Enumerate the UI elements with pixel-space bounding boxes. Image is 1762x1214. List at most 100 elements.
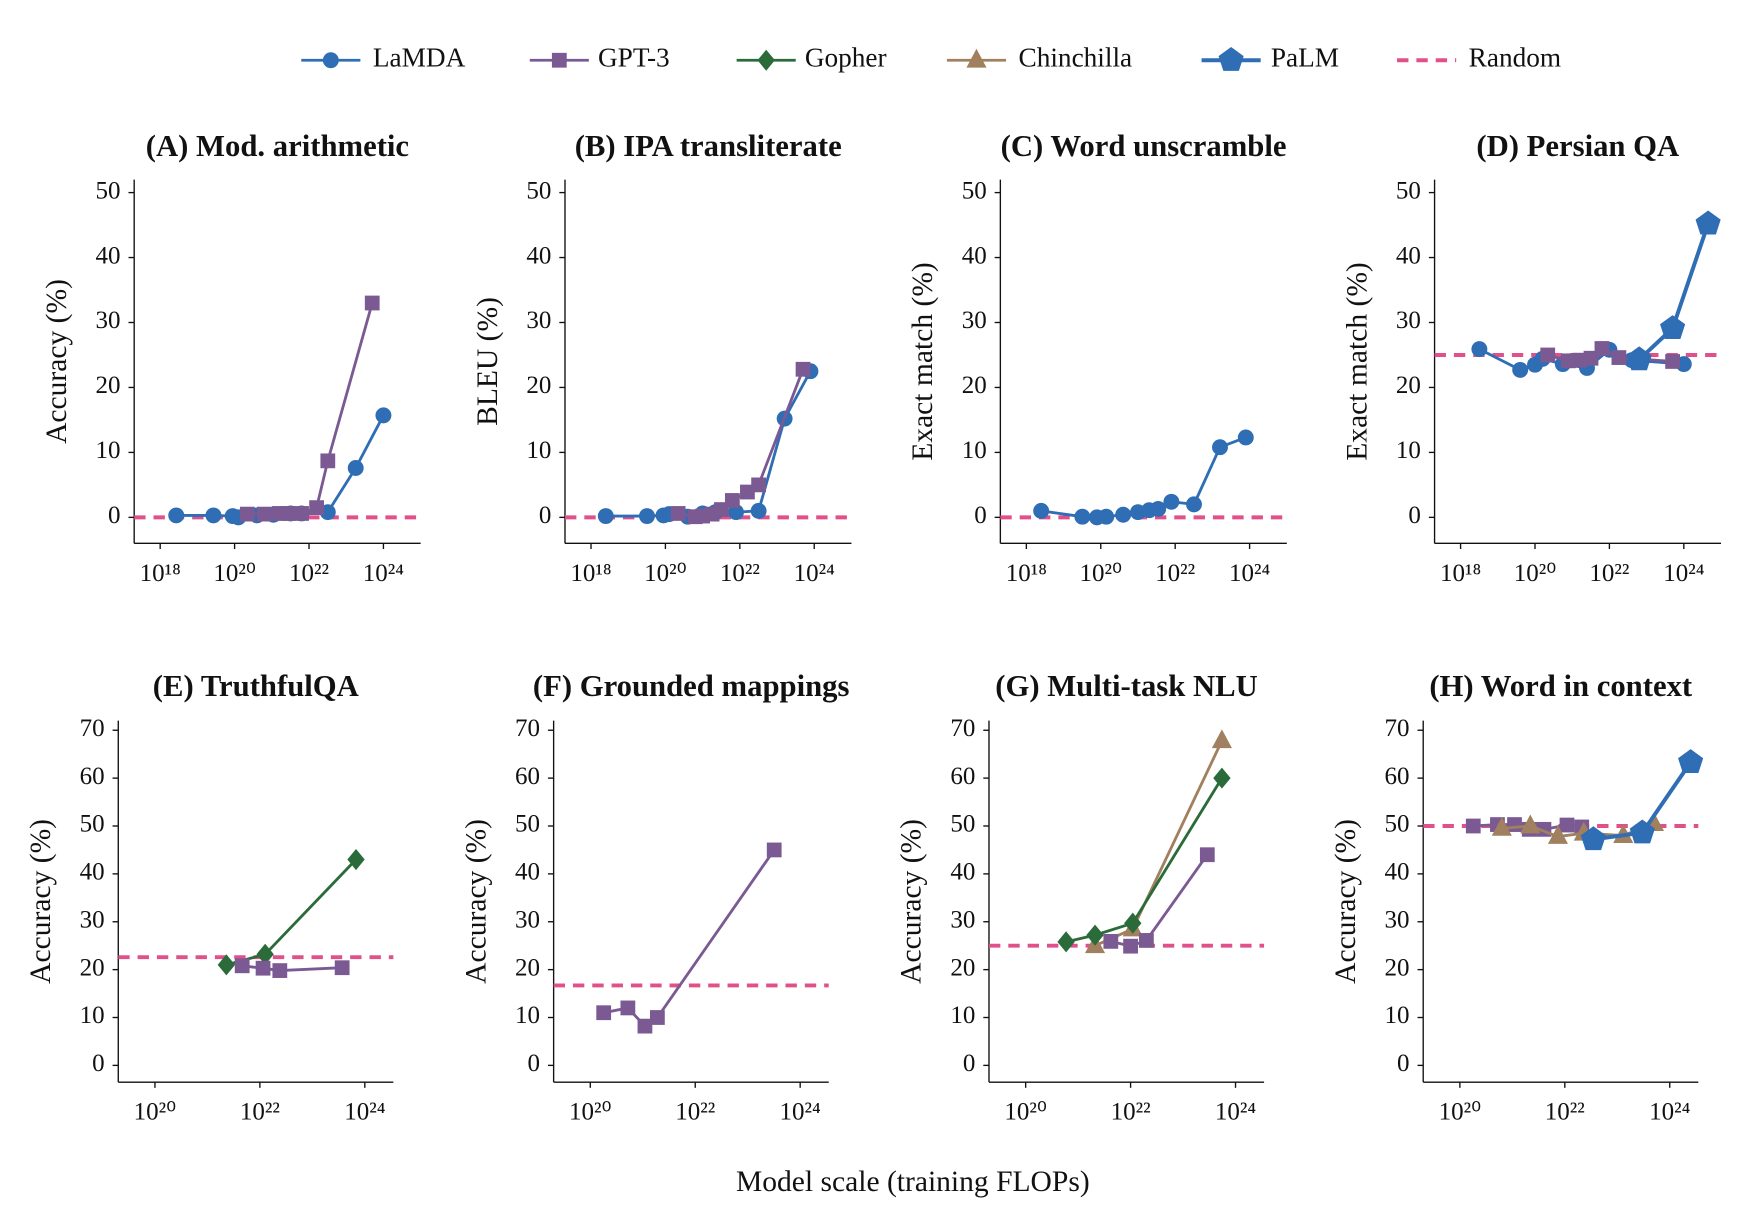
- x-tick-label: 10²⁰: [569, 1099, 612, 1126]
- x-tick-label: 10²²: [720, 560, 760, 587]
- chart-title: (H) Word in context: [1429, 669, 1693, 703]
- data-point: [1660, 315, 1686, 340]
- y-tick-label: 60: [80, 763, 105, 790]
- x-tick-label: 10²⁰: [1439, 1099, 1482, 1126]
- y-tick-label: 10: [96, 437, 121, 464]
- y-tick-label: 10: [1396, 437, 1421, 464]
- y-tick-label: 40: [80, 859, 105, 886]
- series-line: [1637, 223, 1711, 361]
- x-tick-label: 10²⁴: [1663, 560, 1704, 587]
- y-tick-label: 10: [515, 1002, 540, 1029]
- y-tick-label: 20: [1385, 954, 1410, 981]
- data-point: [637, 1018, 653, 1034]
- y-tick-label: 30: [96, 307, 121, 334]
- y-tick-label: 50: [950, 811, 975, 838]
- series-line: [242, 964, 343, 973]
- y-axis-label: Accuracy (%): [1330, 819, 1362, 984]
- y-tick-label: 50: [1396, 177, 1421, 204]
- legend-marker: [757, 49, 775, 71]
- data-point: [1559, 817, 1575, 833]
- y-tick-label: 20: [962, 372, 987, 399]
- data-point: [1507, 817, 1522, 832]
- y-tick-label: 10: [950, 1002, 975, 1029]
- y-tick-label: 10: [80, 1002, 105, 1029]
- data-point: [1211, 729, 1232, 749]
- y-tick-label: 0: [539, 502, 552, 529]
- data-point: [639, 508, 655, 525]
- data-point: [597, 508, 614, 525]
- x-tick-label: 10²⁴: [1215, 1099, 1256, 1126]
- x-tick-label: 10²⁰: [1004, 1099, 1047, 1126]
- data-point: [1163, 493, 1180, 510]
- data-point: [1074, 508, 1091, 525]
- data-point: [347, 848, 365, 871]
- data-point: [1665, 354, 1681, 369]
- data-point: [1115, 506, 1132, 523]
- data-point: [795, 361, 811, 377]
- data-point: [1580, 826, 1606, 851]
- data-point: [205, 507, 222, 524]
- legend-marker: [1218, 47, 1244, 71]
- data-point: [1124, 912, 1142, 934]
- x-tick-label: 10²⁴: [363, 560, 404, 587]
- data-point: [217, 954, 236, 976]
- x-tick-label: 10²²: [1589, 560, 1629, 587]
- series-line: [247, 302, 374, 516]
- y-tick-label: 40: [950, 859, 975, 886]
- chart-title: (C) Word unscramble: [1001, 129, 1287, 163]
- x-tick-label: 10²⁴: [794, 560, 835, 587]
- y-tick-label: 40: [962, 242, 987, 269]
- x-tick-label: 10¹⁸: [570, 560, 611, 587]
- data-point: [1033, 502, 1050, 519]
- x-tick-label: 10²²: [675, 1099, 715, 1126]
- chart-title: (D) Persian QA: [1476, 129, 1679, 163]
- data-point: [1465, 818, 1481, 834]
- y-tick-label: 30: [80, 906, 105, 933]
- x-tick-label: 10²⁴: [1229, 560, 1270, 587]
- y-tick-label: 50: [96, 177, 121, 204]
- data-point: [1098, 508, 1115, 525]
- legend-label: LaMDA: [373, 43, 466, 73]
- data-point: [750, 502, 767, 519]
- data-point: [1678, 749, 1704, 774]
- data-point: [272, 963, 288, 978]
- y-tick-label: 10: [526, 437, 551, 464]
- x-tick-label: 10¹⁸: [1440, 560, 1481, 587]
- data-point: [1611, 350, 1627, 365]
- y-tick-label: 0: [1397, 1050, 1410, 1077]
- y-tick-label: 30: [1396, 307, 1421, 334]
- y-tick-label: 40: [515, 859, 540, 886]
- x-tick-label: 10¹⁸: [140, 560, 181, 587]
- legend-marker: [966, 48, 987, 68]
- data-point: [1186, 496, 1202, 513]
- chart-title: (E) TruthfulQA: [153, 669, 359, 703]
- data-point: [1103, 933, 1119, 949]
- y-tick-label: 0: [527, 1050, 540, 1077]
- y-axis-label: Accuracy (%): [460, 819, 492, 984]
- y-tick-label: 20: [96, 372, 121, 399]
- data-point: [1547, 825, 1568, 844]
- chart-title: (A) Mod. arithmetic: [146, 129, 409, 163]
- data-point: [309, 500, 324, 516]
- y-tick-label: 30: [515, 906, 540, 933]
- chart-title: (G) Multi-task NLU: [995, 669, 1258, 703]
- y-tick-label: 50: [80, 811, 105, 838]
- y-tick-label: 0: [108, 502, 121, 529]
- data-point: [1199, 847, 1215, 863]
- x-tick-label: 10²⁰: [213, 560, 256, 587]
- y-tick-label: 50: [1385, 811, 1410, 838]
- chart-title: (B) IPA transliterate: [575, 129, 842, 163]
- data-point: [714, 502, 729, 517]
- y-tick-label: 20: [515, 954, 540, 981]
- y-axis-label: Exact match (%): [1341, 262, 1373, 461]
- data-point: [1583, 350, 1599, 366]
- data-point: [1471, 341, 1488, 358]
- data-point: [234, 958, 250, 974]
- y-tick-label: 40: [96, 242, 121, 269]
- data-point: [1594, 341, 1610, 356]
- y-tick-label: 20: [526, 372, 551, 399]
- data-point: [347, 460, 364, 476]
- legend-marker: [551, 52, 567, 68]
- y-tick-label: 40: [1396, 242, 1421, 269]
